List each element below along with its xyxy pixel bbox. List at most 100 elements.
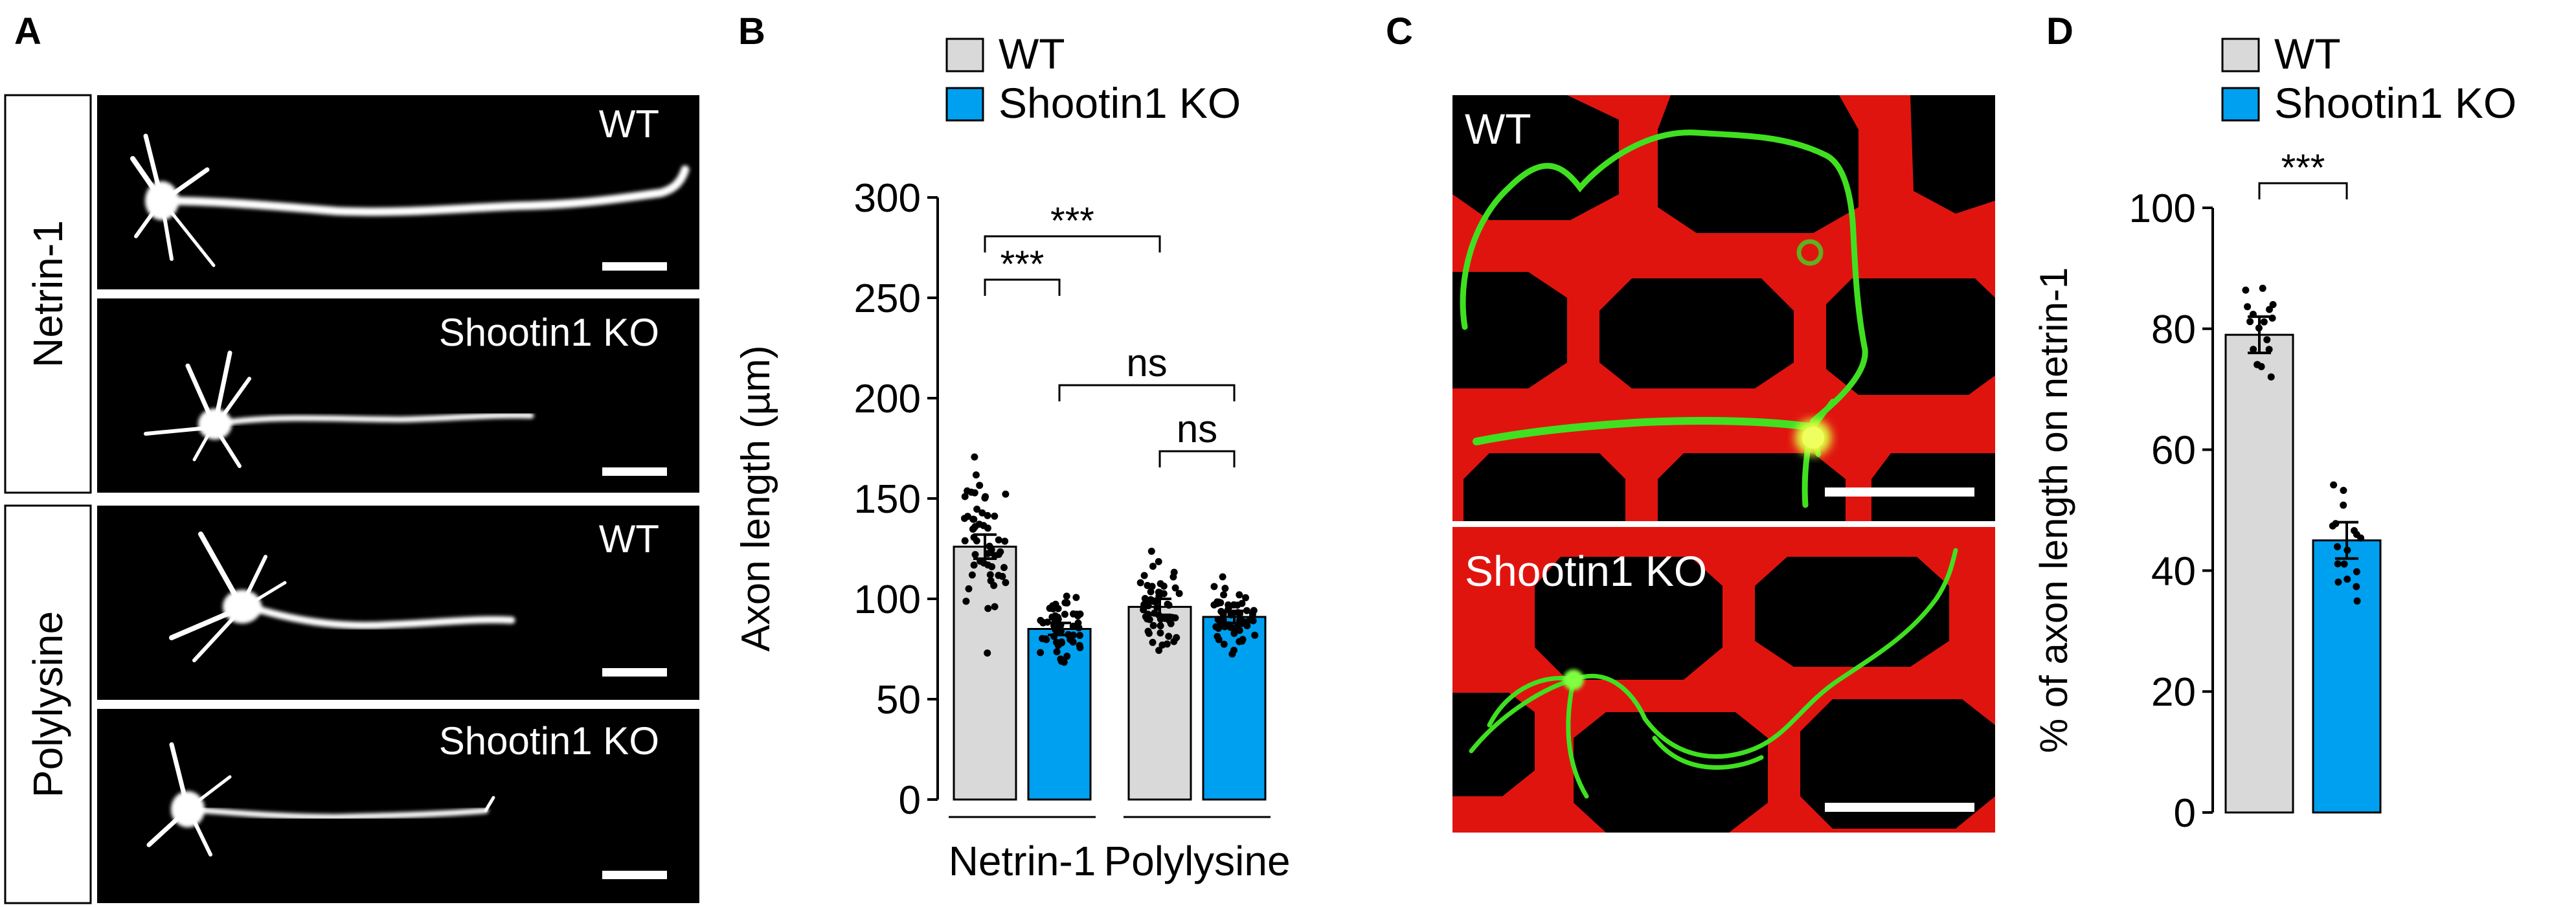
bar-3-dot [1236, 610, 1243, 618]
legend-b-swatch-1 [945, 87, 984, 122]
bar-1-dot [2340, 501, 2347, 509]
comparison-bracket [984, 235, 1161, 252]
bar-1-dot [2340, 560, 2348, 568]
bar-0-dot [2249, 311, 2257, 318]
bar-0-dot [976, 482, 984, 489]
y-axis-title: % of axon length on netrin-1 [2032, 267, 2075, 754]
bar-1-dot [2353, 531, 2360, 538]
bar-0-dot [2269, 301, 2277, 308]
bar-0-dot [2250, 346, 2257, 353]
bar-2-dot [1148, 583, 1156, 590]
bar-3-dot [1239, 636, 1247, 644]
comparison-label: ns [1177, 407, 1217, 451]
bar-0-dot [991, 512, 999, 520]
bar-0-dot [2244, 303, 2252, 311]
bar-0-dot [972, 471, 980, 479]
bar-2-dot [1171, 584, 1179, 592]
chart-percent-on-netrin: 0 20 40 60 80 100 % of axon length on netrin-1… [2032, 30, 2516, 836]
bar-3-dot [1242, 594, 1249, 601]
bar-2-dot [1147, 596, 1155, 603]
bar-0-dot [971, 551, 979, 559]
bar-2-dot [1164, 615, 1172, 623]
bar-3-dot [1249, 617, 1257, 625]
bar-0-dot [991, 552, 999, 559]
bar-0-dot [987, 577, 995, 585]
bar-2-dot [1136, 579, 1144, 587]
bar-2-dot [1147, 548, 1155, 555]
bar-3-dot [1230, 629, 1238, 637]
bar-1-dot [2353, 597, 2361, 605]
bar-2-dot [1153, 603, 1161, 611]
bar-0-dot [984, 605, 992, 612]
bar-1-dot [2353, 568, 2360, 576]
bar-0-dot [1000, 564, 1008, 572]
micrograph-polylysine-wt: WT [97, 506, 699, 700]
image-label-polylysine-wt: WT [599, 517, 659, 561]
panel-label-c: C [1386, 10, 1413, 52]
y-tick-label: 250 [854, 276, 921, 321]
bar-0-dot [981, 494, 989, 502]
bar-1-dot [2334, 543, 2341, 550]
bar-1-dot [2340, 487, 2347, 494]
image-label-mesh-wt: WT [1465, 105, 1531, 153]
bar-1-dot [2334, 560, 2342, 568]
bar-1-dot [2344, 546, 2351, 554]
bar [953, 545, 1017, 801]
image-label-netrin-ko: Shootin1 KO [439, 311, 659, 354]
legend-b-swatch-0 [945, 38, 984, 73]
y-tick-label: 150 [854, 477, 921, 522]
bar-1-dot [1041, 635, 1049, 643]
bar-0-dot [964, 487, 971, 495]
bar-2-dot [1147, 588, 1155, 596]
comparison-bracket [2258, 182, 2348, 199]
bar-1-dot [1061, 599, 1069, 607]
bar-2-dot [1149, 621, 1157, 629]
bar-0-dot [997, 548, 1004, 555]
bar-0-dot [2259, 284, 2266, 292]
panel-label-a: A [14, 10, 41, 52]
bar-0-dot [984, 561, 992, 569]
bar-0-dot [2265, 346, 2273, 353]
bar-1-dot [1039, 619, 1047, 627]
y-tick-label: 60 [2151, 429, 2196, 473]
bar-1-dot [1046, 605, 1054, 612]
group-label: Polylysine [1103, 838, 1290, 884]
legend-d-swatch-1 [2221, 87, 2260, 122]
bar-0-dot [969, 515, 977, 523]
bar-0-dot [965, 585, 973, 592]
comparison-label: *** [1050, 200, 1094, 242]
bar-2-dot [1146, 616, 1153, 623]
bar-0-dot [995, 536, 1002, 544]
bar-3-dot [1250, 607, 1258, 614]
bar-0-dot [984, 511, 991, 519]
bar-3-dot [1243, 607, 1250, 614]
bar-0-dot [969, 525, 977, 533]
row-group-box-polylysine: Polylysine [4, 504, 92, 904]
bar-1-dot [2329, 522, 2336, 530]
bar-0-dot [971, 453, 978, 461]
group-label: Netrin-1 [949, 838, 1096, 884]
bar-2-dot [1170, 568, 1178, 576]
bar-3-dot [1219, 610, 1227, 618]
y-tick-label: 100 [854, 577, 921, 622]
bar-2-dot [1155, 558, 1162, 565]
bar-0-dot [961, 493, 969, 500]
bar-2-dot [1145, 629, 1153, 637]
bar-3-dot [1237, 620, 1245, 627]
bar-1-dot [1069, 622, 1077, 630]
bar-3-dot [1234, 601, 1241, 609]
micrograph-polylysine-ko: Shootin1 KO [97, 709, 699, 903]
bar-3-dot [1219, 616, 1227, 624]
bar-2-dot [1151, 609, 1158, 617]
bar-0-dot [2255, 324, 2263, 332]
bar-3-dot [1212, 623, 1220, 631]
image-label-mesh-ko: Shootin1 KO [1465, 547, 1707, 595]
micrograph-netrin-wt: WT [97, 95, 699, 289]
comparison-label: *** [1000, 243, 1045, 286]
bar-0-dot [964, 513, 971, 521]
bar-0-dot [2254, 361, 2261, 368]
bar-3-dot [1210, 583, 1218, 590]
bar-0-dot [970, 561, 978, 569]
image-label-polylysine-ko: Shootin1 KO [439, 719, 659, 763]
y-tick-label: 40 [2151, 549, 2196, 594]
